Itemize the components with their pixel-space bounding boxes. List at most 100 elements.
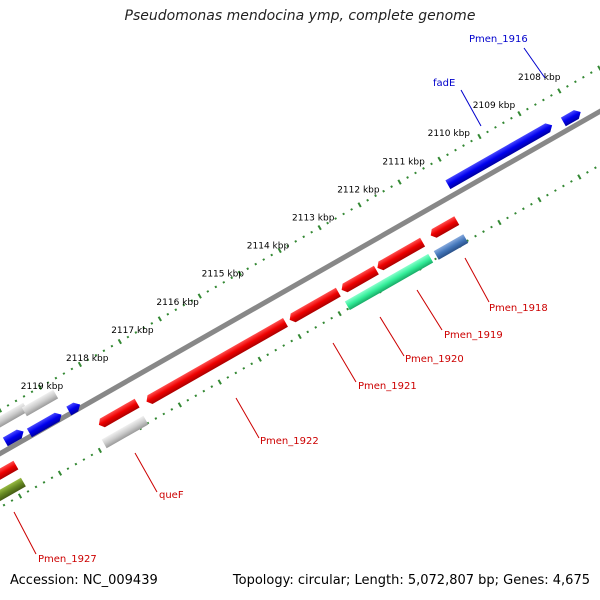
minor-tick (290, 339, 294, 343)
minor-tick (170, 408, 174, 411)
tick-label: 2116 kbp (156, 298, 199, 308)
minor-tick (466, 239, 469, 243)
gene-label-pmen-1920: Pmen_1920 (405, 354, 464, 365)
major-tick (477, 133, 482, 140)
leader-pmen-1916 (523, 47, 546, 79)
minor-tick (490, 225, 493, 229)
minor-tick (514, 212, 517, 215)
minor-tick (310, 230, 313, 234)
minor-tick (142, 326, 146, 330)
minor-tick (430, 162, 433, 166)
minor-tick (42, 480, 46, 484)
minor-tick (174, 308, 178, 312)
minor-tick (222, 281, 226, 284)
major-tick (577, 174, 582, 180)
minor-tick (366, 198, 369, 202)
minor-tick (330, 316, 333, 320)
minor-tick (482, 230, 485, 233)
leader-pmen-1920 (379, 316, 405, 357)
minor-tick (146, 421, 150, 425)
gene-label-pmen-1916: Pmen_1916 (469, 34, 528, 45)
minor-tick (594, 166, 597, 170)
minor-tick (326, 221, 329, 225)
minor-tick (226, 376, 230, 379)
minor-tick (570, 180, 573, 183)
leader-queF (134, 452, 158, 493)
minor-tick (422, 167, 425, 170)
minor-tick (46, 381, 50, 384)
minor-tick (486, 130, 489, 134)
minor-tick (546, 193, 549, 197)
minor-tick (22, 394, 26, 398)
minor-tick (230, 276, 234, 280)
minor-tick (374, 194, 377, 198)
minor-tick (522, 207, 525, 211)
minor-tick (210, 385, 214, 388)
forward-features (0, 110, 581, 447)
tick-label: 2119 kbp (21, 382, 64, 392)
minor-tick (494, 126, 497, 129)
leader-fadE (460, 89, 482, 127)
major-tick (537, 197, 542, 203)
feature-red-left (98, 398, 140, 428)
minor-tick (126, 335, 130, 339)
minor-tick (270, 253, 274, 257)
minor-tick (54, 376, 58, 380)
minor-tick (74, 462, 78, 466)
minor-tick (154, 417, 158, 420)
minor-tick (510, 116, 513, 120)
minor-tick (266, 353, 270, 357)
feature-pmen-1927 (0, 477, 26, 507)
major-tick (497, 219, 502, 226)
minor-tick (86, 358, 90, 362)
minor-tick (566, 84, 569, 88)
minor-tick (10, 499, 14, 502)
minor-tick (282, 344, 286, 347)
minor-tick (150, 322, 154, 325)
feature-queF (101, 415, 149, 449)
feature-blue-left (26, 412, 62, 438)
leader-pmen-1918 (464, 257, 490, 303)
minor-tick (286, 244, 290, 248)
accession-text: Accession: NC_009439 (10, 573, 158, 588)
feature-red-edge (0, 460, 19, 484)
gene-label-queF: queF (159, 490, 184, 501)
minor-tick (274, 348, 278, 352)
reverse-features (0, 216, 469, 507)
minor-tick (346, 307, 349, 311)
minor-tick (334, 217, 337, 220)
minor-tick (50, 476, 54, 480)
tick-label: 2118 kbp (66, 354, 109, 364)
minor-tick (462, 144, 465, 147)
major-tick (57, 470, 63, 476)
tick-label: 2115 kbp (202, 270, 245, 280)
minor-tick (446, 153, 449, 157)
minor-tick (110, 344, 114, 348)
minor-tick (30, 390, 34, 394)
major-tick (297, 333, 302, 340)
tick-label: 2110 kbp (428, 129, 471, 139)
minor-tick (246, 267, 250, 271)
minor-tick (390, 185, 393, 189)
minor-tick (94, 353, 98, 357)
major-tick (217, 379, 222, 385)
minor-tick (502, 121, 505, 125)
minor-tick (414, 171, 417, 175)
minor-tick (182, 303, 186, 307)
gene-labels: Pmen_1916 fadE Pmen_1918 Pmen_1919 Pmen_… (38, 34, 548, 565)
major-tick (237, 270, 242, 276)
major-tick (177, 402, 182, 408)
major-tick (37, 384, 43, 390)
minor-tick (34, 485, 38, 489)
minor-tick (322, 321, 326, 325)
minor-tick (589, 71, 593, 75)
minor-tick (526, 107, 529, 111)
minor-tick (26, 490, 30, 493)
minor-tick (242, 367, 246, 370)
tick-label: 2111 kbp (382, 157, 425, 167)
minor-tick (134, 331, 138, 334)
minor-tick (474, 234, 477, 238)
minor-tick (574, 80, 577, 84)
